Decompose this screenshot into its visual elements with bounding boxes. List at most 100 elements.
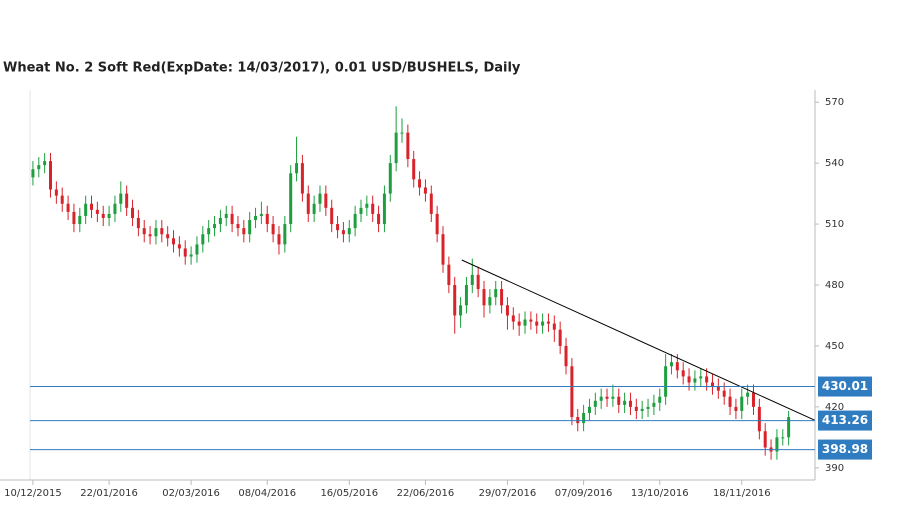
candle-body (353, 213, 357, 229)
candle-body (236, 224, 240, 229)
candle-body (787, 417, 791, 438)
candle-body (406, 132, 410, 160)
x-tick-label: 07/09/2016 (555, 488, 613, 499)
candle-body (535, 321, 539, 326)
candle-body (541, 321, 545, 326)
candle-body (72, 211, 76, 225)
candle-body (37, 165, 41, 170)
x-tick-label: 08/04/2016 (238, 488, 296, 499)
candle-body (271, 224, 275, 235)
candle-body (254, 215, 258, 220)
candle-body (634, 406, 638, 411)
candle-body (511, 315, 515, 322)
candle-body (423, 187, 427, 194)
candle-body (224, 213, 228, 218)
candle-body (447, 264, 451, 285)
candle-body (546, 321, 550, 324)
candle-body (289, 173, 293, 225)
x-tick-label: 18/11/2016 (713, 488, 771, 499)
level-label-box (818, 439, 872, 460)
candle-body (500, 289, 504, 306)
candle-body (84, 203, 88, 216)
candle-body (623, 400, 627, 405)
candle-body (459, 305, 463, 316)
x-tick-label: 02/03/2016 (162, 488, 220, 499)
candle-body (218, 217, 222, 225)
candle-body (359, 207, 363, 214)
candle-body (295, 163, 299, 174)
candle-body (248, 220, 252, 235)
candle-body (125, 193, 129, 208)
candle-body (757, 406, 761, 432)
candle-body (142, 228, 146, 235)
candle-body (476, 274, 480, 290)
candle-body (705, 376, 709, 383)
candle-body (54, 189, 58, 196)
candle-body (312, 203, 316, 214)
candle-body (400, 132, 404, 134)
candle-body (394, 132, 398, 164)
candle-body (371, 203, 375, 214)
level-label-box (818, 410, 872, 431)
candle-body (494, 289, 498, 298)
candle-body (330, 207, 334, 225)
candle-body (763, 431, 767, 448)
candle-body (523, 319, 527, 326)
candle-body (482, 289, 486, 306)
candle-body (681, 370, 685, 377)
candle-body (341, 230, 345, 235)
candle-body (652, 402, 656, 407)
candle-body (552, 323, 556, 330)
candle-body (78, 215, 82, 225)
candle-body (136, 217, 140, 229)
candle-body (646, 406, 650, 409)
y-tick-label: 570 (825, 97, 844, 108)
candle-body (751, 392, 755, 407)
candle-body (160, 228, 164, 235)
candle-body (740, 396, 744, 411)
candle-body (658, 396, 662, 403)
candle-body (640, 408, 644, 411)
candle-body (722, 390, 726, 397)
x-tick-label: 29/07/2016 (479, 488, 537, 499)
candle-body (628, 400, 632, 407)
level-label: 413.26 (822, 413, 868, 427)
level-label: 430.01 (822, 379, 868, 393)
candle-body (90, 203, 94, 210)
candle-body (101, 213, 105, 218)
candle-body (213, 224, 217, 229)
candle-body (283, 224, 287, 245)
candle-body (154, 228, 158, 237)
level-label: 398.98 (822, 442, 868, 456)
candle-body (587, 406, 591, 413)
candle-body (189, 254, 193, 257)
candle-body (687, 376, 691, 383)
candle-body (172, 238, 176, 245)
candle-body (617, 396, 621, 405)
candle-body (529, 319, 533, 322)
candle-body (388, 163, 392, 194)
candle-body (382, 193, 386, 225)
y-tick-label: 480 (825, 280, 844, 291)
candle-body (429, 193, 433, 214)
candle-body (418, 179, 422, 188)
candle-body (664, 366, 668, 397)
candle-body (31, 169, 35, 178)
candle-body (60, 195, 64, 204)
candle-body (728, 396, 732, 407)
candle-body (517, 321, 521, 326)
candle-body (781, 437, 785, 439)
candle-body (277, 234, 281, 245)
candle-body (775, 437, 779, 452)
x-tick-label: 22/01/2016 (80, 488, 138, 499)
candle-body (195, 244, 199, 255)
candle-body (558, 329, 562, 346)
candle-body (119, 193, 123, 204)
x-tick-label: 22/06/2016 (397, 488, 455, 499)
candle-body (43, 161, 47, 166)
candle-body (49, 161, 53, 190)
candle-body (259, 213, 263, 216)
candle-body (746, 392, 750, 397)
candle-body (265, 213, 269, 225)
